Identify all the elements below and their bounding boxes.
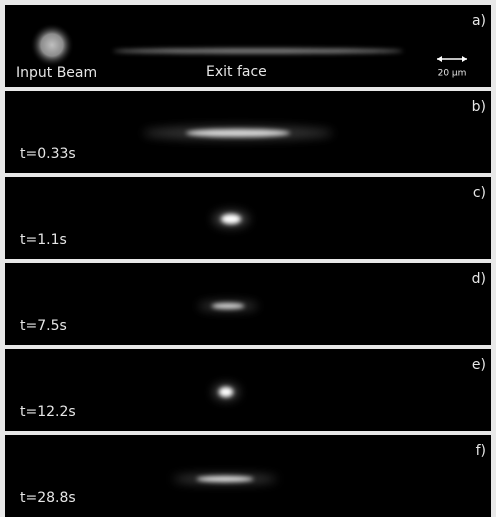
time-label: t=12.2s (20, 404, 76, 420)
input-label: Input Beam (16, 65, 97, 81)
beam-core (186, 129, 291, 137)
panel-label: e) (472, 357, 486, 373)
beam-core (219, 387, 233, 397)
time-label: t=28.8s (20, 490, 76, 506)
input-beam (30, 23, 74, 67)
panel-label: b) (472, 99, 486, 115)
panel-label: f) (476, 443, 486, 459)
figure: a) Input Beam Exit face 20 µm b) t=0.33s c) t=1… (0, 0, 496, 517)
panel-label: c) (473, 185, 486, 201)
beam-core (212, 303, 245, 309)
panel (5, 349, 491, 431)
time-label: t=0.33s (20, 146, 76, 162)
time-label: t=7.5s (20, 318, 67, 334)
exit-label: Exit face (206, 64, 267, 80)
scale-label: 20 µm (438, 69, 467, 79)
beam-core (221, 214, 241, 224)
panel-label: d) (472, 271, 486, 287)
exit-streak (113, 49, 403, 54)
panel-label: a) (472, 13, 486, 29)
beam-core (196, 476, 253, 482)
time-label: t=1.1s (20, 232, 67, 248)
